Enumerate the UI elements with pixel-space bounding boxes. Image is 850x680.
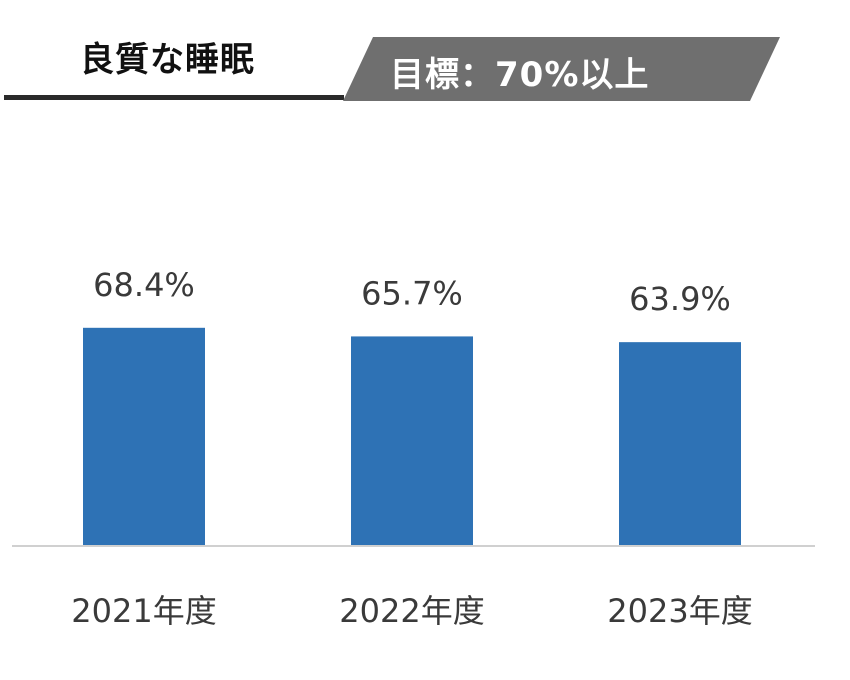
goal-banner — [343, 37, 780, 101]
category-labels: 2021年度 2022年度 2023年度 — [71, 592, 752, 630]
chart-title: 良質な睡眠 — [80, 40, 255, 80]
bar-2 — [351, 336, 473, 546]
bars-group — [83, 327, 741, 546]
chart-header: 良質な睡眠 目標：70%以上 — [0, 0, 850, 110]
category-label-2: 2022年度 — [339, 592, 484, 630]
value-label-2: 65.7% — [361, 274, 463, 312]
value-label-3: 63.9% — [629, 280, 731, 318]
bar-1 — [83, 327, 205, 546]
bar-3 — [619, 342, 741, 546]
category-label-3: 2023年度 — [607, 592, 752, 630]
title-underline — [4, 95, 344, 100]
value-labels: 68.4% 65.7% 63.9% — [93, 266, 731, 318]
category-label-1: 2021年度 — [71, 592, 216, 630]
value-label-1: 68.4% — [93, 266, 195, 304]
goal-text: 目標：70%以上 — [390, 55, 650, 95]
